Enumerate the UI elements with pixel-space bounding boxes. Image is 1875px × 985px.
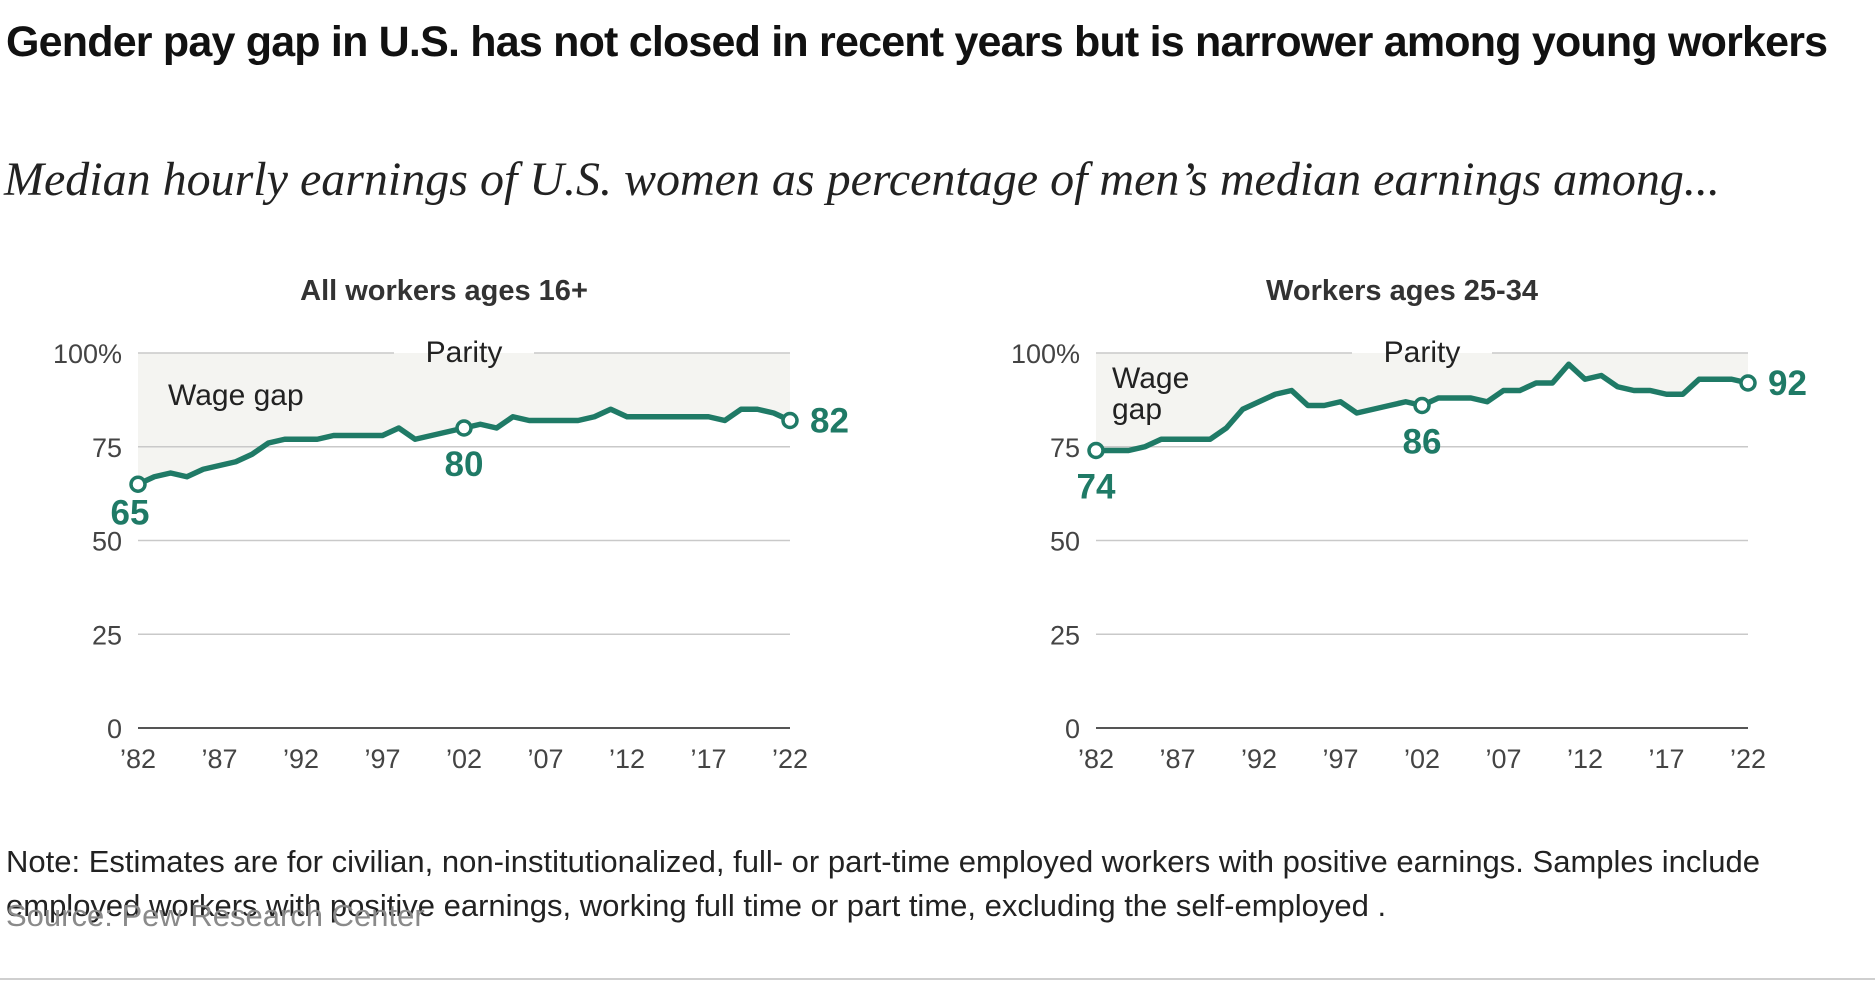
panel-2-x-tick-label-2002: ’02: [1404, 744, 1440, 774]
panel-1-x-tick-label-2007: ’07: [527, 744, 563, 774]
panel-2-highlight-point-2022: [1739, 374, 1757, 392]
panel-2-highlight-point-2002: [1413, 396, 1431, 415]
panel-1-x-tick-label-2017: ’17: [690, 744, 726, 774]
charts-area: All workers ages 16+ 0 25 50 75 100% Parity Wag…: [53, 275, 1807, 774]
source-credit: Source: Pew Research Center: [6, 898, 425, 933]
panel-1-title: All workers ages 16+: [300, 275, 588, 307]
panel-2-y-tick-label-25: 25: [1050, 620, 1080, 650]
panel-2-x-tick-label-2012: ’12: [1567, 744, 1603, 774]
panel-1-parity-label: Parity: [426, 336, 503, 369]
panel-2-x-tick-label-2022: ’22: [1730, 744, 1766, 774]
chart-title: Gender pay gap in U.S. has not closed in…: [6, 18, 1828, 66]
panel-2-wage-gap-label: Wage gap: [1112, 362, 1189, 426]
panel-1-wage-gap-area: [138, 353, 790, 485]
panel-2-x-tick-label-2017: ’17: [1648, 744, 1684, 774]
panel-2-y-tick-label-75: 75: [1050, 433, 1080, 463]
panel-2-y-tick-label-100: 100%: [1011, 339, 1080, 369]
panel-1-x-tick-label-1997: ’97: [364, 744, 400, 774]
footnote: Note: Estimates are for civilian, non-in…: [6, 844, 1760, 923]
panel-1-y-tick-label-75: 75: [92, 433, 122, 463]
panel-2-data-label-2022: 92: [1768, 364, 1807, 403]
panel-2-data-label-2002: 86: [1403, 423, 1442, 462]
panel-2-wage-gap-label-word: Wage: [1112, 362, 1189, 395]
panel-2-parity-label: Parity: [1384, 336, 1461, 369]
panel-1-x-tick-label-2012: ’12: [609, 744, 645, 774]
panel-2-x-tick-label-1987: ’87: [1159, 744, 1195, 774]
panel-1-highlight-point-1982: [129, 475, 147, 493]
panel-2-y-tick-label-0: 0: [1065, 714, 1080, 744]
panel-1-y-tick-label-100: 100%: [53, 339, 122, 369]
panel-1-y-tick-label-50: 50: [92, 527, 122, 557]
panel-1-wage-gap-label: Wage gap: [168, 379, 304, 412]
bottom-rule: [0, 978, 1875, 980]
panel-1-y-tick-label-0: 0: [107, 714, 122, 744]
panel-1-x-tick-label-1987: ’87: [201, 744, 237, 774]
panel-2-title: Workers ages 25-34: [1266, 275, 1538, 307]
panel-2-x-tick-label-1997: ’97: [1322, 744, 1358, 774]
panel-1-x-tick-label-2002: ’02: [446, 744, 482, 774]
panel-1-x-tick-label-1992: ’92: [283, 744, 319, 774]
panel-1-highlight-point-2002: [455, 419, 473, 437]
panel-1-x-tick-label-1982: ’82: [120, 744, 156, 774]
panel-1-data-label-2022: 82: [810, 402, 849, 441]
panel-2-wage-gap-label-word: gap: [1112, 393, 1162, 426]
panel-2-data-label-1982: 74: [1077, 468, 1116, 507]
panel-1-data-label-2002: 80: [445, 445, 484, 484]
panel-2-x-tick-label-2007: ’07: [1485, 744, 1521, 774]
panel-1-x-tick-label-2022: ’22: [772, 744, 808, 774]
chart-subtitle: Median hourly earnings of U.S. women as …: [4, 153, 1720, 206]
panel-1-y-tick-label-25: 25: [92, 620, 122, 650]
panel-2-x-tick-label-1992: ’92: [1241, 744, 1277, 774]
panel-1-highlight-point-2022: [781, 411, 799, 430]
panel-2-highlight-point-1982: [1087, 441, 1105, 460]
panel-1-data-label-1982: 65: [111, 493, 150, 532]
panel-2-x-tick-label-1982: ’82: [1078, 744, 1114, 774]
panel-2-y-tick-label-50: 50: [1050, 527, 1080, 557]
